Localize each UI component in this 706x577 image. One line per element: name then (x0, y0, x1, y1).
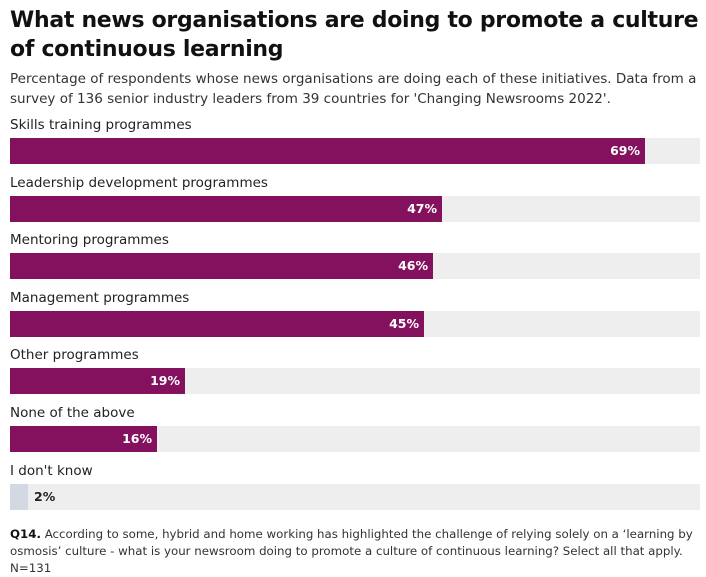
bar-row: Leadership development programmes 47% (10, 170, 700, 223)
bar-row: Mentoring programmes 46% (10, 227, 700, 280)
category-label: Mentoring programmes (10, 232, 169, 249)
bar-row: Management programmes 45% (10, 285, 700, 338)
bar-row: I don't know 2% (10, 458, 700, 511)
bar-track: 2% (10, 483, 700, 510)
bar-track: 47% (10, 195, 700, 222)
bar-track: 16% (10, 426, 700, 452)
value-label: 16% (122, 431, 152, 446)
category-label: None of the above (10, 405, 135, 421)
bar (10, 426, 157, 452)
chart-title: What news organisations are doing to pro… (10, 8, 699, 62)
bar-track: 69% (10, 138, 700, 164)
bar (10, 310, 424, 337)
category-label: Leadership development programmes (10, 174, 268, 191)
footnote-text: According to some, hybrid and home worki… (10, 527, 693, 575)
value-label: 47% (407, 200, 437, 216)
bar-track: 19% (10, 368, 700, 395)
value-label: 19% (150, 373, 180, 389)
footnote: Q14. According to some, hybrid and home … (10, 526, 704, 577)
category-label: Skills training programmes (10, 117, 192, 133)
bar-track: 46% (10, 253, 700, 280)
bar-row: None of the above 16% (10, 400, 700, 453)
bar (10, 253, 433, 280)
bar-row: Other programmes 19% (10, 342, 700, 395)
bar (10, 138, 645, 164)
value-label: 45% (389, 315, 419, 331)
value-label: 46% (398, 258, 428, 274)
category-label: Other programmes (10, 347, 139, 364)
bar-row: Skills training programmes 69% (10, 112, 700, 165)
bar-track: 45% (10, 310, 700, 337)
bar-chart: Skills training programmes 69% Leadership … (0, 112, 706, 512)
bar (10, 368, 185, 395)
value-label: 69% (610, 143, 640, 158)
category-label: I don't know (10, 462, 93, 479)
footnote-label: Q14. (10, 527, 41, 541)
bar (10, 195, 442, 222)
bar (10, 483, 28, 510)
category-label: Management programmes (10, 289, 190, 306)
chart-subtitle: Percentage of respondents whose news org… (10, 71, 697, 107)
value-label: 2% (34, 488, 56, 504)
